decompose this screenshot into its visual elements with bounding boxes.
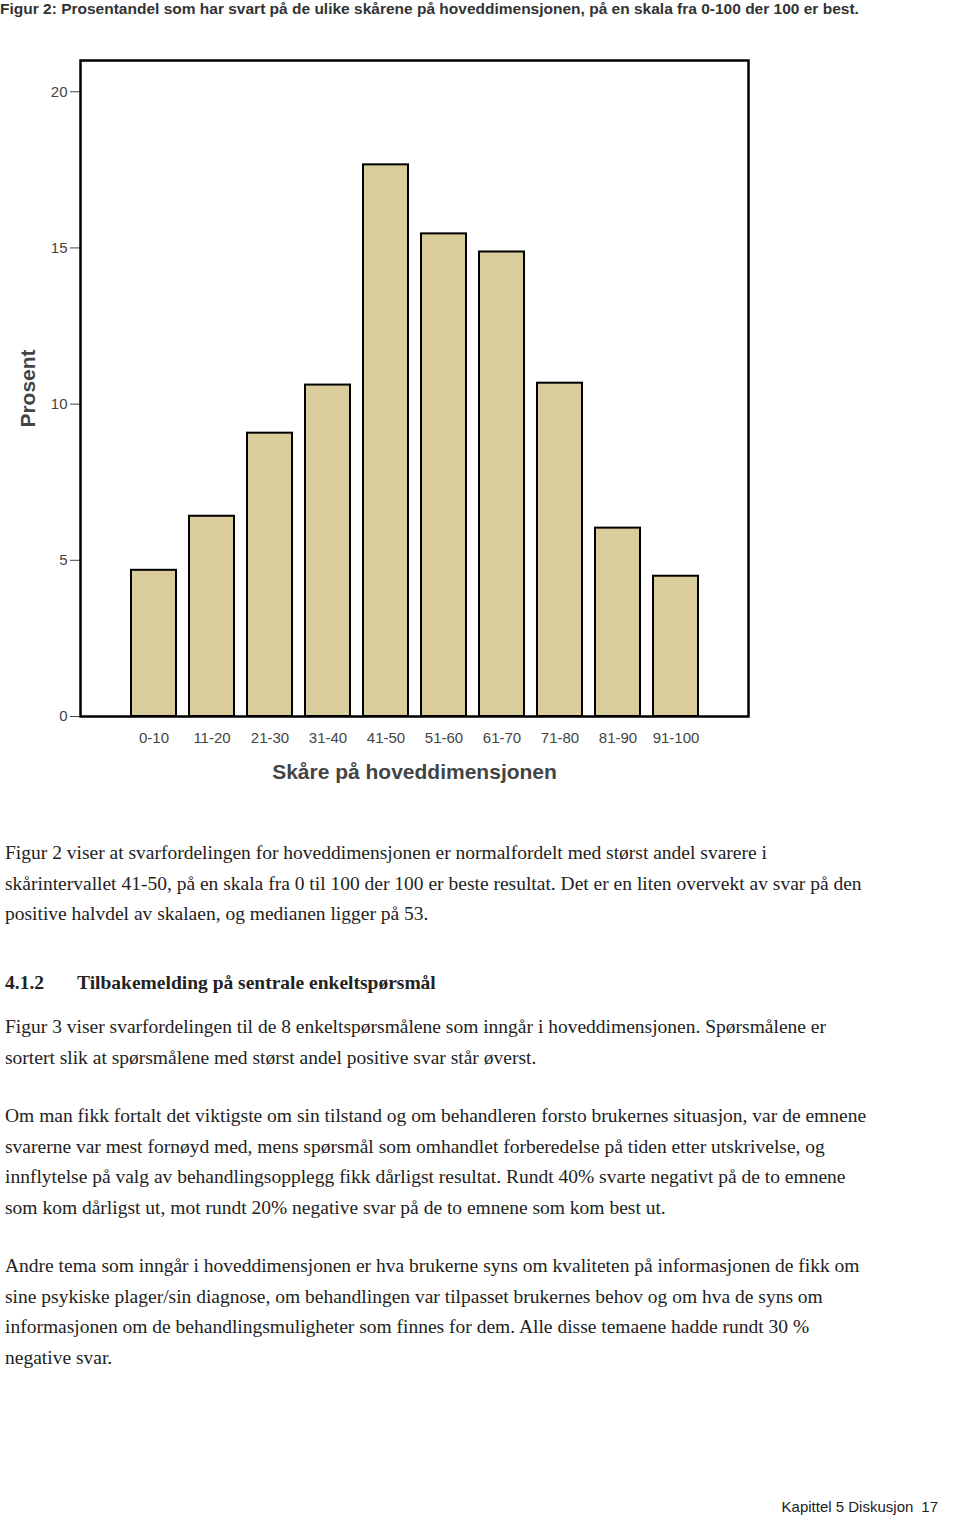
svg-text:10: 10: [51, 395, 68, 412]
svg-text:Prosent: Prosent: [16, 349, 39, 427]
svg-text:31-40: 31-40: [309, 729, 347, 746]
svg-text:51-60: 51-60: [425, 729, 463, 746]
svg-text:41-50: 41-50: [367, 729, 405, 746]
svg-text:71-80: 71-80: [541, 729, 579, 746]
svg-text:20: 20: [51, 83, 68, 100]
svg-text:15: 15: [51, 239, 68, 256]
svg-text:61-70: 61-70: [483, 729, 521, 746]
svg-text:91-100: 91-100: [653, 729, 700, 746]
html-text:Tilbakemelding på sentrale enk: Tilbakemelding på sentrale enkeltspørsmå…: [77, 971, 436, 993]
html-text:4.1.2: 4.1.2: [5, 971, 44, 993]
html-text:Andre tema som inngår i hovedd: Andre tema som inngår i hoveddimensjonen…: [5, 1255, 860, 1368]
html-text:Figur 2: Prosentandel som har: Figur 2: Prosentandel som har svart på d…: [0, 0, 859, 17]
svg-text:21-30: 21-30: [251, 729, 289, 746]
svg-text:0: 0: [59, 707, 67, 724]
html-text:Figur 2 viser at svarfordeling: Figur 2 viser at svarfordelingen for hov…: [5, 842, 862, 924]
svg-text:5: 5: [59, 551, 67, 568]
svg-text:Skåre på hoveddimensjonen: Skåre på hoveddimensjonen: [272, 760, 557, 783]
svg-text:81-90: 81-90: [599, 729, 637, 746]
svg-text:0-10: 0-10: [139, 729, 169, 746]
html-text:17: 17: [921, 1498, 938, 1515]
html-text:Om man fikk fortalt det viktig: Om man fikk fortalt det viktigste om sin…: [5, 1105, 867, 1218]
svg-text:11-20: 11-20: [193, 729, 230, 746]
html-text:Figur 3 viser svarfordelingen: Figur 3 viser svarfordelingen til de 8 e…: [5, 1016, 826, 1068]
html-text:Kapittel 5 Diskusjon: Kapittel 5 Diskusjon: [781, 1498, 914, 1515]
